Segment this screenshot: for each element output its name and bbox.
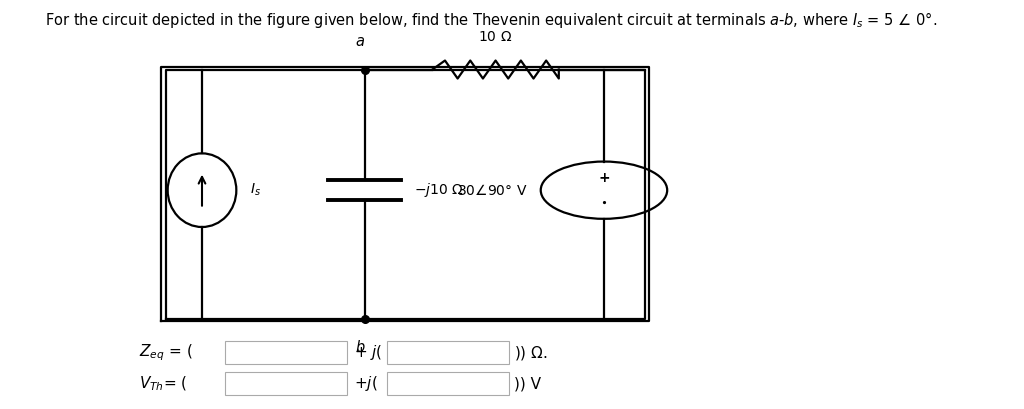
Text: $b$: $b$ bbox=[354, 339, 366, 355]
Text: + $j$(: + $j$( bbox=[353, 343, 382, 362]
Bar bbox=[387, 372, 509, 395]
Text: For the circuit depicted in the figure given below, find the Thevenin equivalent: For the circuit depicted in the figure g… bbox=[45, 10, 937, 30]
Bar bbox=[224, 341, 346, 364]
Bar bbox=[224, 372, 346, 395]
Text: $V_{Th}$= (: $V_{Th}$= ( bbox=[139, 375, 187, 393]
Text: )) $\Omega$.: )) $\Omega$. bbox=[514, 344, 547, 362]
Text: $\bullet$: $\bullet$ bbox=[600, 197, 607, 207]
Text: +: + bbox=[598, 171, 609, 185]
Text: $10\ \Omega$: $10\ \Omega$ bbox=[478, 30, 513, 44]
Text: $a$: $a$ bbox=[355, 34, 366, 49]
Text: $30\angle90°\ \mathrm{V}$: $30\angle90°\ \mathrm{V}$ bbox=[457, 183, 527, 198]
Text: +$j$(: +$j$( bbox=[353, 374, 378, 393]
Text: $I_s$: $I_s$ bbox=[250, 182, 261, 198]
Bar bbox=[387, 341, 509, 364]
Text: )) V: )) V bbox=[514, 376, 541, 391]
Text: $Z_{eq}$ = (: $Z_{eq}$ = ( bbox=[139, 342, 193, 363]
Text: $-j10\ \Omega$: $-j10\ \Omega$ bbox=[415, 181, 464, 199]
